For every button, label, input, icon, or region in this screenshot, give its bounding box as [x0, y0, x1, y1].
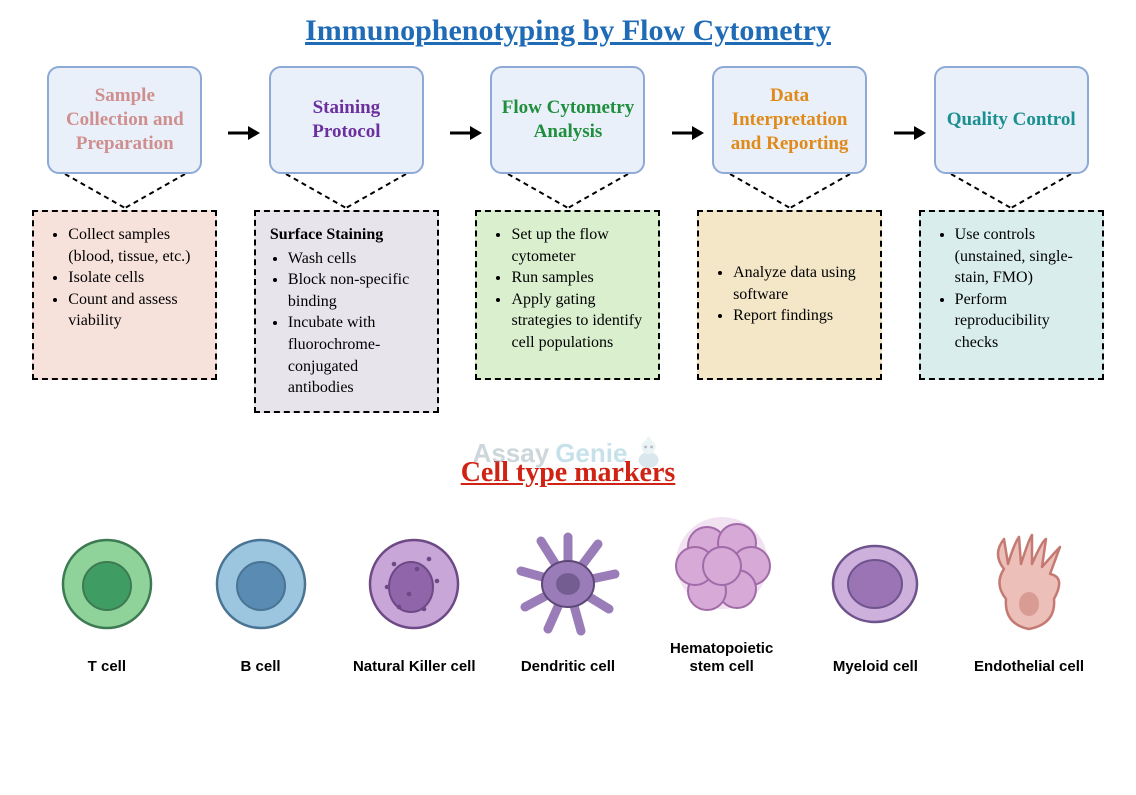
cell-type: T cell	[37, 529, 177, 676]
detail-bullet: Report findings	[733, 305, 870, 327]
flow-arrow-icon	[670, 114, 704, 151]
detail-bullet: Count and assess viability	[68, 289, 205, 332]
detail-bullet: Isolate cells	[68, 267, 205, 289]
workflow-step: Sample Collection and Preparation Collect…	[30, 66, 220, 380]
connector-funnel	[473, 174, 663, 210]
cell-type: Natural Killer cell	[344, 529, 484, 676]
flow-arrow-icon	[448, 114, 482, 151]
cell-type: B cell	[191, 529, 331, 676]
step-detail-box: Collect samples (blood, tissue, etc.)Iso…	[32, 210, 217, 380]
detail-bullet: Run samples	[511, 267, 648, 289]
step-detail-box: Analyze data using softwareReport findin…	[697, 210, 882, 380]
nk-icon	[359, 529, 469, 644]
hsc-icon	[667, 511, 777, 626]
detail-bullet: Collect samples (blood, tissue, etc.)	[68, 224, 205, 267]
workflow-step: Flow Cytometry Analysis Set up the flow c…	[473, 66, 663, 380]
cell-label: Endothelial cell	[974, 658, 1084, 676]
cell-label: T cell	[88, 658, 126, 676]
cell-type: Endothelial cell	[959, 529, 1099, 676]
detail-bullet: Block non-specific binding	[288, 269, 427, 312]
cell-label: Natural Killer cell	[353, 658, 476, 676]
connector-funnel	[916, 174, 1106, 210]
detail-bullet: Incubate with fluorochrome-conjugated an…	[288, 312, 427, 398]
workflow-step: Quality Control Use controls (unstained, …	[916, 66, 1106, 380]
flow-arrow-icon	[892, 114, 926, 151]
step-detail-box: Surface StainingWash cellsBlock non-spec…	[254, 210, 439, 413]
cell-type: Dendritic cell	[498, 529, 638, 676]
cell-type: Myeloid cell	[805, 529, 945, 676]
dendritic-icon	[513, 529, 623, 644]
endo-icon	[974, 529, 1084, 644]
tcell-icon	[52, 529, 162, 644]
detail-bullet: Set up the flow cytometer	[511, 224, 648, 267]
cell-label: Dendritic cell	[521, 658, 615, 676]
step-box: Data Interpretation and Reporting	[712, 66, 867, 174]
cell-label: Hematopoietic stem cell	[652, 640, 792, 676]
bcell-icon	[206, 529, 316, 644]
step-box: Quality Control	[934, 66, 1089, 174]
watermark: AssayGenie	[473, 436, 664, 470]
connector-funnel	[30, 174, 220, 210]
step-detail-box: Set up the flow cytometerRun samplesAppl…	[475, 210, 660, 380]
step-detail-box: Use controls (unstained, single-stain, F…	[919, 210, 1104, 380]
detail-bullet: Perform reproducibility checks	[955, 289, 1092, 354]
detail-bullet: Analyze data using software	[733, 262, 870, 305]
detail-bullet: Apply gating strategies to identify cell…	[511, 289, 648, 354]
cells-row: T cell B cell Natural Killer cell Dendri…	[0, 511, 1136, 676]
myeloid-icon	[820, 529, 930, 644]
workflow-step: Staining Protocol Surface StainingWash ce…	[251, 66, 441, 413]
main-title: Immunophenotyping by Flow Cytometry	[0, 0, 1136, 58]
step-box: Staining Protocol	[269, 66, 424, 174]
cell-label: B cell	[241, 658, 281, 676]
detail-heading: Surface Staining	[270, 224, 427, 246]
connector-funnel	[251, 174, 441, 210]
connector-funnel	[695, 174, 885, 210]
workflow-row: Sample Collection and Preparation Collect…	[0, 66, 1136, 413]
detail-bullet: Wash cells	[288, 248, 427, 270]
watermark-part2: Genie	[555, 438, 627, 469]
cell-label: Myeloid cell	[833, 658, 918, 676]
watermark-part1: Assay	[473, 438, 550, 469]
workflow-step: Data Interpretation and Reporting Analyze…	[695, 66, 885, 380]
detail-bullet: Use controls (unstained, single-stain, F…	[955, 224, 1092, 289]
genie-icon	[633, 436, 663, 470]
flow-arrow-icon	[226, 114, 260, 151]
cell-type: Hematopoietic stem cell	[652, 511, 792, 676]
step-box: Flow Cytometry Analysis	[490, 66, 645, 174]
step-box: Sample Collection and Preparation	[47, 66, 202, 174]
